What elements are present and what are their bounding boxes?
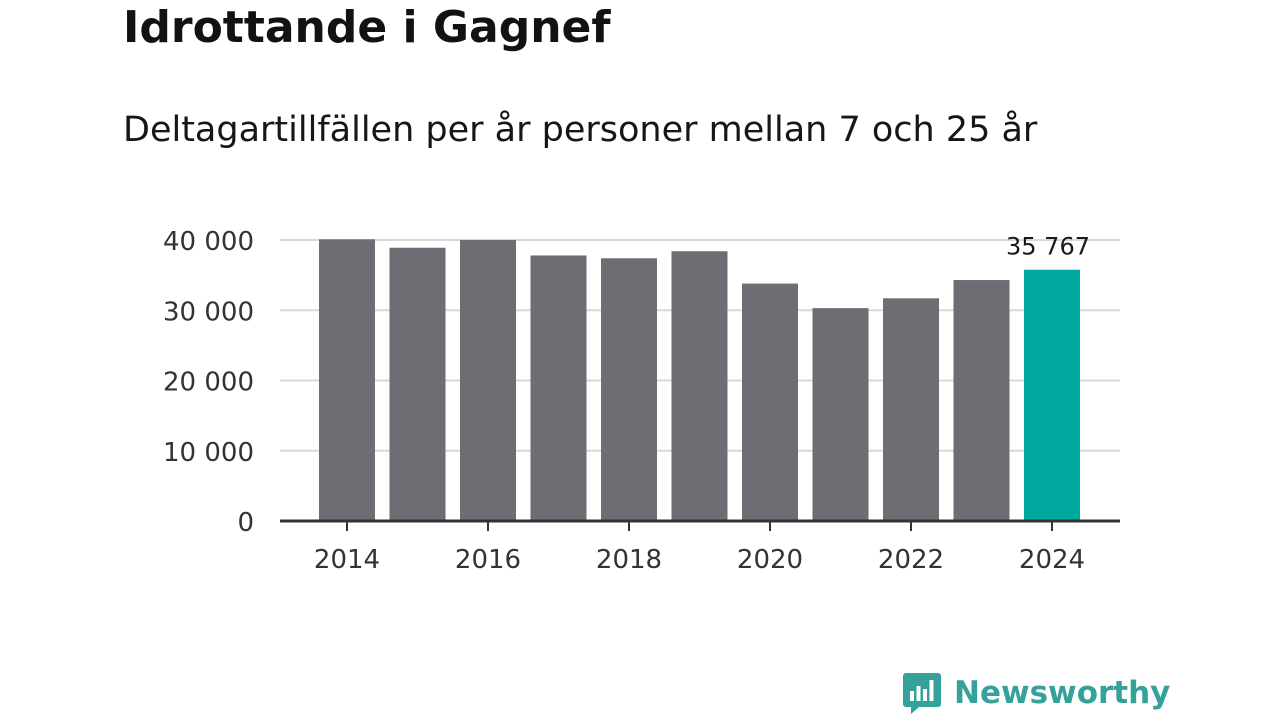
y-tick-label: 30 000 [163, 297, 254, 327]
bar-2014 [319, 239, 375, 522]
bar-2024 [1024, 269, 1080, 521]
y-tick-label: 10 000 [163, 438, 254, 468]
bar-2016 [460, 240, 516, 521]
bar-2023 [953, 280, 1010, 521]
x-tick-label: 2024 [1019, 545, 1085, 575]
x-tick-label: 2018 [596, 545, 662, 575]
bar-2021 [812, 308, 869, 521]
y-tick-label: 40 000 [163, 227, 254, 257]
bar-2019 [671, 251, 728, 522]
bars [319, 239, 1080, 522]
labels: 0 10 000 20 000 30 000 40 000 2014 2016 2018 202… [163, 227, 1090, 575]
bar-2015 [389, 247, 446, 522]
newsworthy-logo: Newsworthy [902, 668, 1170, 718]
newsworthy-logo-icon [903, 673, 941, 714]
x-tick-label: 2016 [455, 545, 521, 575]
bar-2022 [883, 298, 939, 521]
x-tick-label: 2020 [737, 545, 803, 575]
chart-title: Idrottande i Gagnef [123, 2, 611, 53]
y-tick-label: 0 [237, 508, 254, 538]
bar-2020 [742, 283, 798, 521]
y-tick-label: 20 000 [163, 368, 254, 398]
bar-2017 [530, 255, 587, 521]
chart-subtitle: Deltagartillfällen per år personer mella… [123, 110, 1038, 150]
brand-name: Newsworthy [954, 675, 1171, 711]
bar-2018 [601, 258, 657, 521]
x-tick-label: 2014 [314, 545, 380, 575]
x-tick-label: 2022 [878, 545, 944, 575]
data-label-2024: 35 767 [1006, 233, 1090, 261]
axes [280, 519, 1120, 531]
